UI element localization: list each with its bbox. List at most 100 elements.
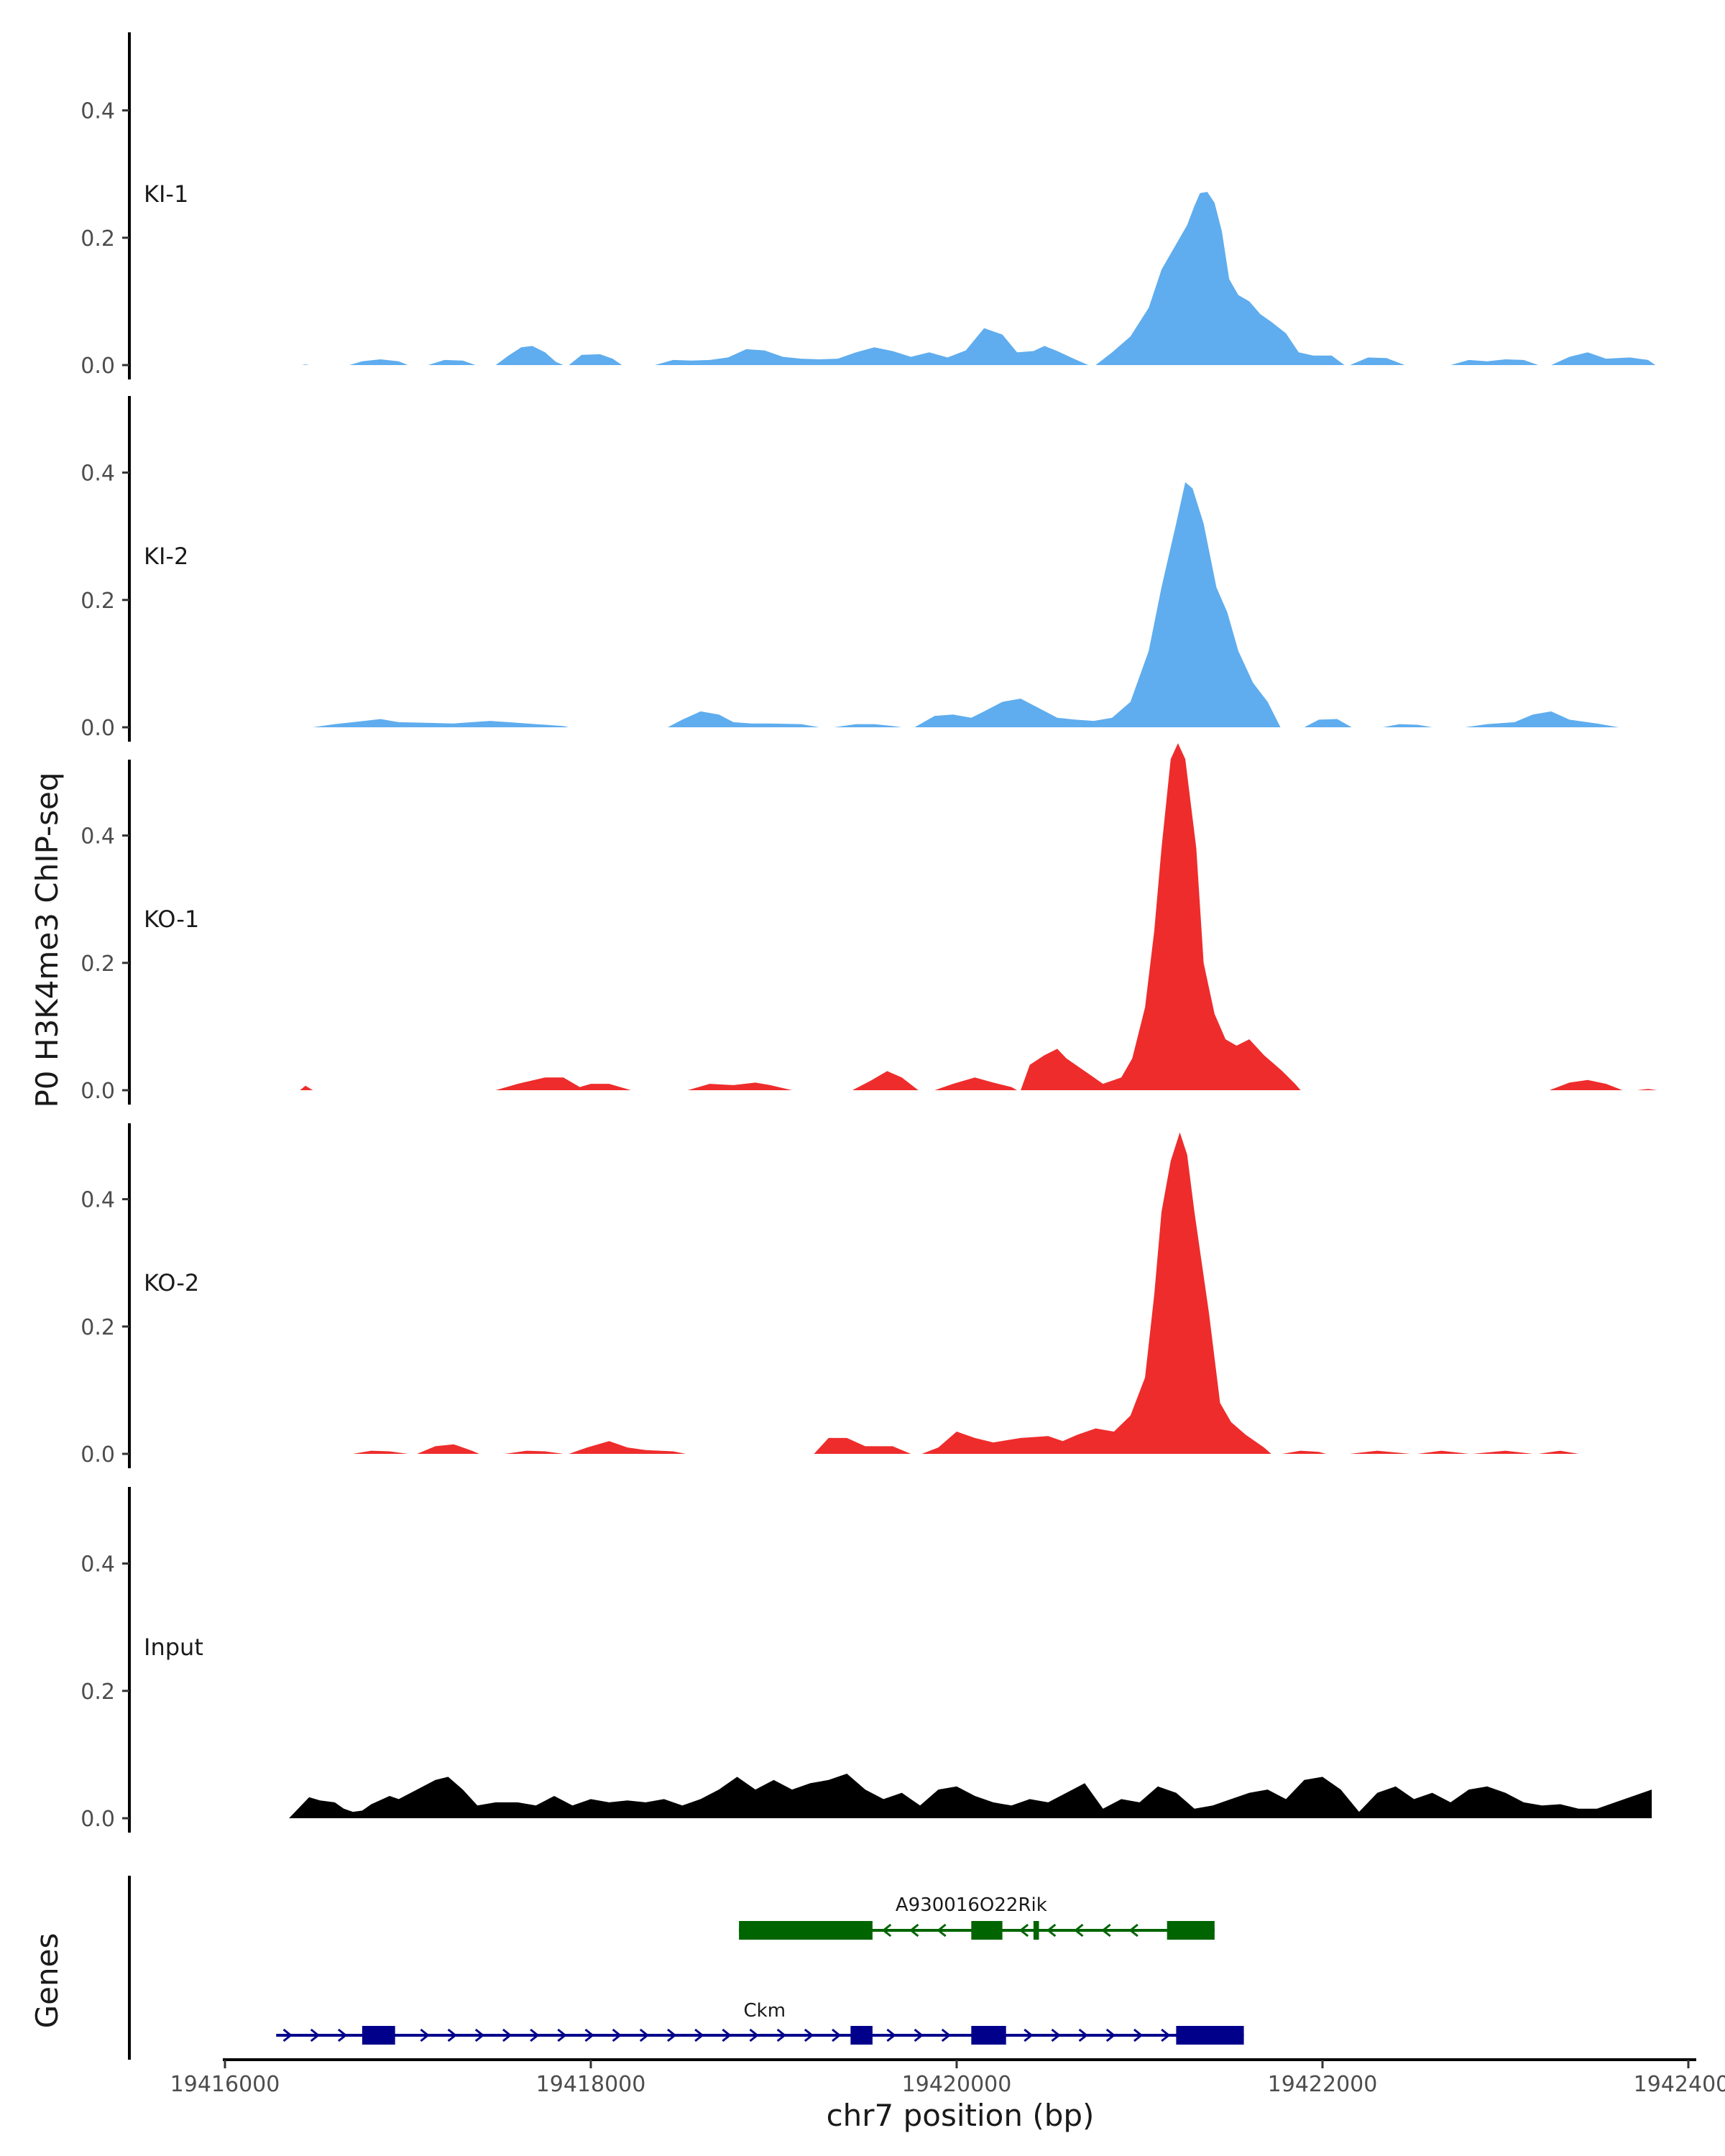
track-input: 0.0 0.2 0.4 Input — [80, 1487, 1652, 1833]
signal-area-ko-2 — [1472, 1450, 1533, 1454]
strand-arrow-ckm — [557, 2028, 567, 2042]
signal-area-ko-2 — [1538, 1450, 1579, 1454]
y-tick-label-input: 0.0 — [80, 1807, 115, 1832]
signal-area-ki-1 — [1095, 192, 1345, 365]
strand-arrow-ckm — [1161, 2028, 1171, 2042]
signal-area-ko-1 — [300, 1085, 313, 1090]
signal-area-ko-2 — [1350, 1450, 1411, 1454]
track-label-input: Input — [144, 1634, 203, 1661]
y-axis-title: P0 H3K4me3 ChIP-seq — [29, 772, 65, 1107]
exon-a930016o22rik — [1167, 1921, 1215, 1940]
signal-area-ko-1 — [687, 1082, 792, 1090]
strand-arrow-ckm — [612, 2028, 622, 2042]
signal-area-ki-1 — [655, 328, 1089, 365]
strand-arrow-ckm — [639, 2028, 650, 2042]
track-ko-2: 0.0 0.2 0.4 KO-2 — [80, 1123, 1579, 1468]
signal-area-ko-2 — [921, 1132, 1271, 1454]
strand-arrow-a930016o22rik — [909, 1923, 919, 1938]
signal-area-input — [289, 1774, 1652, 1818]
strand-arrow-ckm — [1133, 2028, 1144, 2042]
exon-ckm — [850, 2026, 873, 2045]
signal-area-ki-1 — [1551, 352, 1656, 365]
strand-arrow-ckm — [914, 2028, 924, 2042]
strand-arrow-ckm — [1024, 2028, 1034, 2042]
genes-axis-title: Genes — [29, 1933, 65, 2029]
strand-arrow-ckm — [530, 2028, 540, 2042]
signal-area-ko-2 — [353, 1450, 408, 1454]
y-tick-label-ki-2: 0.0 — [80, 716, 115, 741]
y-tick-label-input: 0.2 — [80, 1680, 115, 1705]
y-tick-label-ki-1: 0.2 — [80, 226, 115, 252]
signal-area-ki-1 — [1450, 359, 1539, 365]
x-tick-label: 19418000 — [536, 2072, 646, 2097]
signal-area-ki-1 — [569, 354, 622, 365]
strand-arrow-ckm — [474, 2028, 485, 2042]
signal-area-ki-2 — [834, 724, 902, 727]
strand-arrow-a930016o22rik — [1128, 1923, 1138, 1938]
track-ki-1: 0.0 0.2 0.4 KI-1 — [80, 32, 1656, 379]
signal-area-ko-1 — [495, 1077, 631, 1090]
y-tick-label-ko-1: 0.0 — [80, 1079, 115, 1104]
signal-area-ki-2 — [914, 482, 1281, 727]
signal-area-ki-2 — [313, 719, 569, 727]
signal-area-ko-2 — [569, 1441, 686, 1454]
strand-arrow-a930016o22rik — [1101, 1923, 1111, 1938]
track-label-ko-2: KO-2 — [144, 1269, 199, 1296]
strand-arrow-ckm — [832, 2028, 842, 2042]
signal-area-ki-1 — [301, 364, 310, 365]
signal-area-ki-2 — [1465, 711, 1619, 727]
strand-arrow-ckm — [941, 2028, 952, 2042]
strand-arrow-ckm — [420, 2028, 430, 2042]
exon-a930016o22rik — [1033, 1921, 1039, 1940]
signal-area-ko-2 — [417, 1444, 479, 1454]
track-label-ki-2: KI-2 — [144, 543, 188, 570]
gene-ckm: Ckm — [276, 2000, 1244, 2045]
exon-a930016o22rik — [739, 1921, 873, 1940]
y-tick-label-ki-1: 0.4 — [80, 99, 115, 124]
signal-area-ki-1 — [428, 359, 476, 365]
x-tick-label: 19416000 — [170, 2072, 280, 2097]
y-tick-label-input: 0.4 — [80, 1552, 115, 1577]
gene-label-ckm: Ckm — [744, 2000, 786, 2022]
signal-area-ki-1 — [349, 359, 408, 365]
exon-ckm — [971, 2026, 1006, 2045]
signal-area-ko-2 — [505, 1450, 564, 1454]
y-tick-label-ko-2: 0.0 — [80, 1442, 115, 1468]
strand-arrow-a930016o22rik — [937, 1923, 947, 1938]
exon-ckm — [362, 2026, 395, 2045]
signal-area-ki-2 — [1304, 719, 1352, 727]
strand-arrow-ckm — [694, 2028, 704, 2042]
gene-label-a930016o22rik: A930016O22Rik — [896, 1894, 1047, 1916]
y-tick-label-ko-2: 0.2 — [80, 1315, 115, 1340]
x-tick-label: 19422000 — [1268, 2072, 1378, 2097]
strand-arrow-ckm — [584, 2028, 594, 2042]
signal-area-ko-2 — [814, 1437, 911, 1454]
strand-arrow-ckm — [749, 2028, 759, 2042]
track-label-ki-1: KI-1 — [144, 180, 188, 208]
signal-tracks: 0.00.20.4KI-10.00.20.4KI-20.00.20.4KO-10… — [80, 32, 1657, 1833]
strand-arrow-a930016o22rik — [881, 1923, 892, 1938]
gene-a930016o22rik: A930016O22Rik — [739, 1894, 1215, 1940]
signal-area-ko-2 — [1417, 1450, 1469, 1454]
track-ko-1: 0.0 0.2 0.4 KO-1 — [80, 743, 1657, 1105]
signal-area-ko-1 — [1549, 1079, 1623, 1090]
strand-arrow-a930016o22rik — [1018, 1923, 1029, 1938]
x-tick-label: 19420000 — [902, 2072, 1012, 2097]
strand-arrow-ckm — [337, 2028, 348, 2042]
strand-arrow-ckm — [310, 2028, 321, 2042]
signal-area-ko-2 — [1282, 1450, 1327, 1454]
signal-area-ki-2 — [667, 711, 820, 727]
signal-area-ko-1 — [852, 1071, 919, 1090]
strand-arrow-ckm — [722, 2028, 732, 2042]
strand-arrow-ckm — [1078, 2028, 1089, 2042]
signal-area-ki-2 — [1383, 724, 1432, 727]
x-tick-label: 19424000 — [1634, 2072, 1725, 2097]
exon-ckm — [1176, 2026, 1244, 2045]
y-tick-label-ko-1: 0.4 — [80, 824, 115, 849]
strand-arrow-a930016o22rik — [1046, 1923, 1057, 1938]
gene-track: A930016O22Rik Ckm — [128, 1876, 1244, 2060]
signal-area-ki-1 — [1350, 357, 1405, 365]
y-tick-label-ki-2: 0.2 — [80, 589, 115, 614]
strand-arrow-a930016o22rik — [1074, 1923, 1084, 1938]
